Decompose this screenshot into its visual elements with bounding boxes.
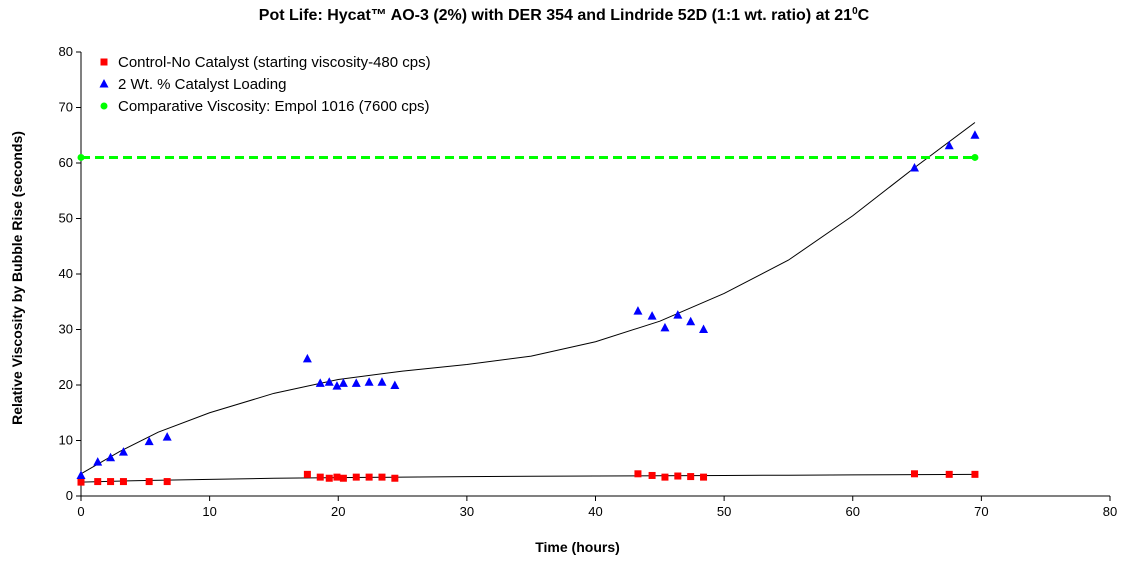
data-point-control — [352, 473, 360, 481]
data-point-catalyst — [699, 324, 709, 333]
trendline-control — [80, 473, 975, 483]
data-point-control — [94, 478, 102, 486]
data-point-catalyst — [315, 378, 325, 387]
x-tick-label: 20 — [331, 504, 345, 519]
data-point-catalyst — [970, 130, 980, 139]
data-point-catalyst — [302, 353, 312, 363]
data-point-catalyst — [144, 436, 154, 446]
y-tick-label: 50 — [59, 211, 73, 226]
data-point-catalyst — [390, 380, 400, 390]
x-tick-label: 60 — [846, 504, 860, 519]
data-point-control — [77, 478, 85, 486]
data-point-control — [107, 478, 115, 486]
x-tick-label: 0 — [77, 504, 84, 519]
legend-item-comparative: Comparative Viscosity: Empol 1016 (7600 … — [100, 98, 430, 115]
y-tick-label: 60 — [59, 155, 73, 170]
data-point-catalyst — [351, 378, 361, 387]
data-point-comparative — [77, 153, 85, 161]
y-tick-label: 10 — [59, 433, 73, 448]
data-point-catalyst — [76, 470, 86, 479]
y-tick-label: 40 — [59, 266, 73, 281]
data-point-catalyst — [909, 162, 919, 172]
data-point-control — [910, 470, 918, 478]
data-point-catalyst — [118, 447, 128, 456]
data-point-control — [648, 471, 656, 479]
data-point-control — [316, 473, 324, 481]
y-axis-title: Relative Viscosity by Bubble Rise (secon… — [9, 131, 25, 425]
data-point-control — [687, 473, 695, 481]
legend-label-comparative: Comparative Viscosity: Empol 1016 (7600 … — [118, 98, 430, 115]
data-point-catalyst — [93, 457, 103, 466]
data-point-control — [945, 470, 953, 478]
data-point-comparative — [971, 153, 979, 161]
trendline-catalyst — [80, 122, 976, 475]
series-comparative — [77, 153, 979, 161]
legend-label-control: Control-No Catalyst (starting viscosity-… — [118, 54, 431, 71]
legend: Control-No Catalyst (starting viscosity-… — [99, 54, 431, 115]
x-axis-title: Time (hours) — [535, 539, 620, 555]
x-tick-label: 30 — [460, 504, 474, 519]
y-tick-label: 30 — [59, 322, 73, 337]
legend-marker-catalyst — [99, 79, 109, 88]
data-point-control — [119, 478, 127, 486]
data-point-control — [661, 473, 669, 481]
data-point-catalyst — [944, 140, 954, 150]
chart-title: Pot Life: Hycat™ AO-3 (2%) with DER 354 … — [259, 6, 870, 24]
data-point-control — [365, 473, 373, 481]
data-point-control — [163, 478, 171, 486]
chart-title-main: Pot Life: Hycat™ AO-3 (2%) with DER 354 … — [259, 7, 852, 24]
data-point-catalyst — [686, 316, 696, 326]
data-point-catalyst — [162, 432, 172, 441]
data-point-catalyst — [324, 377, 334, 386]
legend-item-control: Control-No Catalyst (starting viscosity-… — [100, 54, 431, 71]
data-point-catalyst — [338, 378, 348, 387]
x-tick-label: 10 — [202, 504, 216, 519]
series-catalyst — [76, 130, 980, 479]
series-control — [77, 470, 979, 486]
data-point-control — [378, 473, 386, 481]
data-point-control — [634, 470, 642, 478]
data-point-control — [971, 470, 979, 478]
data-point-control — [333, 473, 341, 481]
data-point-control — [325, 474, 333, 482]
data-point-catalyst — [364, 377, 374, 386]
legend-item-catalyst: 2 Wt. % Catalyst Loading — [99, 76, 286, 93]
data-point-catalyst — [377, 377, 387, 386]
chart-title-suffix: C — [858, 7, 870, 24]
data-point-control — [700, 473, 708, 481]
data-point-catalyst — [647, 311, 657, 320]
data-point-catalyst — [660, 322, 670, 332]
data-point-catalyst — [106, 452, 116, 462]
data-point-control — [303, 470, 311, 478]
legend-marker-control — [100, 58, 108, 66]
x-tick-label: 50 — [717, 504, 731, 519]
y-tick-label: 80 — [59, 44, 73, 59]
data-point-control — [674, 472, 682, 480]
x-tick-label: 70 — [974, 504, 988, 519]
y-tick-label: 0 — [66, 488, 73, 503]
data-point-control — [145, 478, 153, 486]
data-point-control — [339, 474, 347, 482]
legend-label-catalyst: 2 Wt. % Catalyst Loading — [118, 76, 286, 93]
x-tick-label: 40 — [588, 504, 602, 519]
y-tick-label: 70 — [59, 100, 73, 115]
data-point-catalyst — [633, 306, 643, 315]
x-tick-label: 80 — [1103, 504, 1117, 519]
chart-title-superscript: 0 — [852, 6, 858, 17]
plot-area: 0 10 20 30 40 50 60 70 80 0 10 20 30 40 50 60 70 80 — [59, 44, 1118, 519]
data-point-catalyst — [673, 310, 683, 319]
data-point-control — [391, 474, 399, 482]
legend-marker-comparative — [100, 102, 108, 110]
y-tick-label: 20 — [59, 377, 73, 392]
data-point-catalyst — [332, 381, 342, 390]
